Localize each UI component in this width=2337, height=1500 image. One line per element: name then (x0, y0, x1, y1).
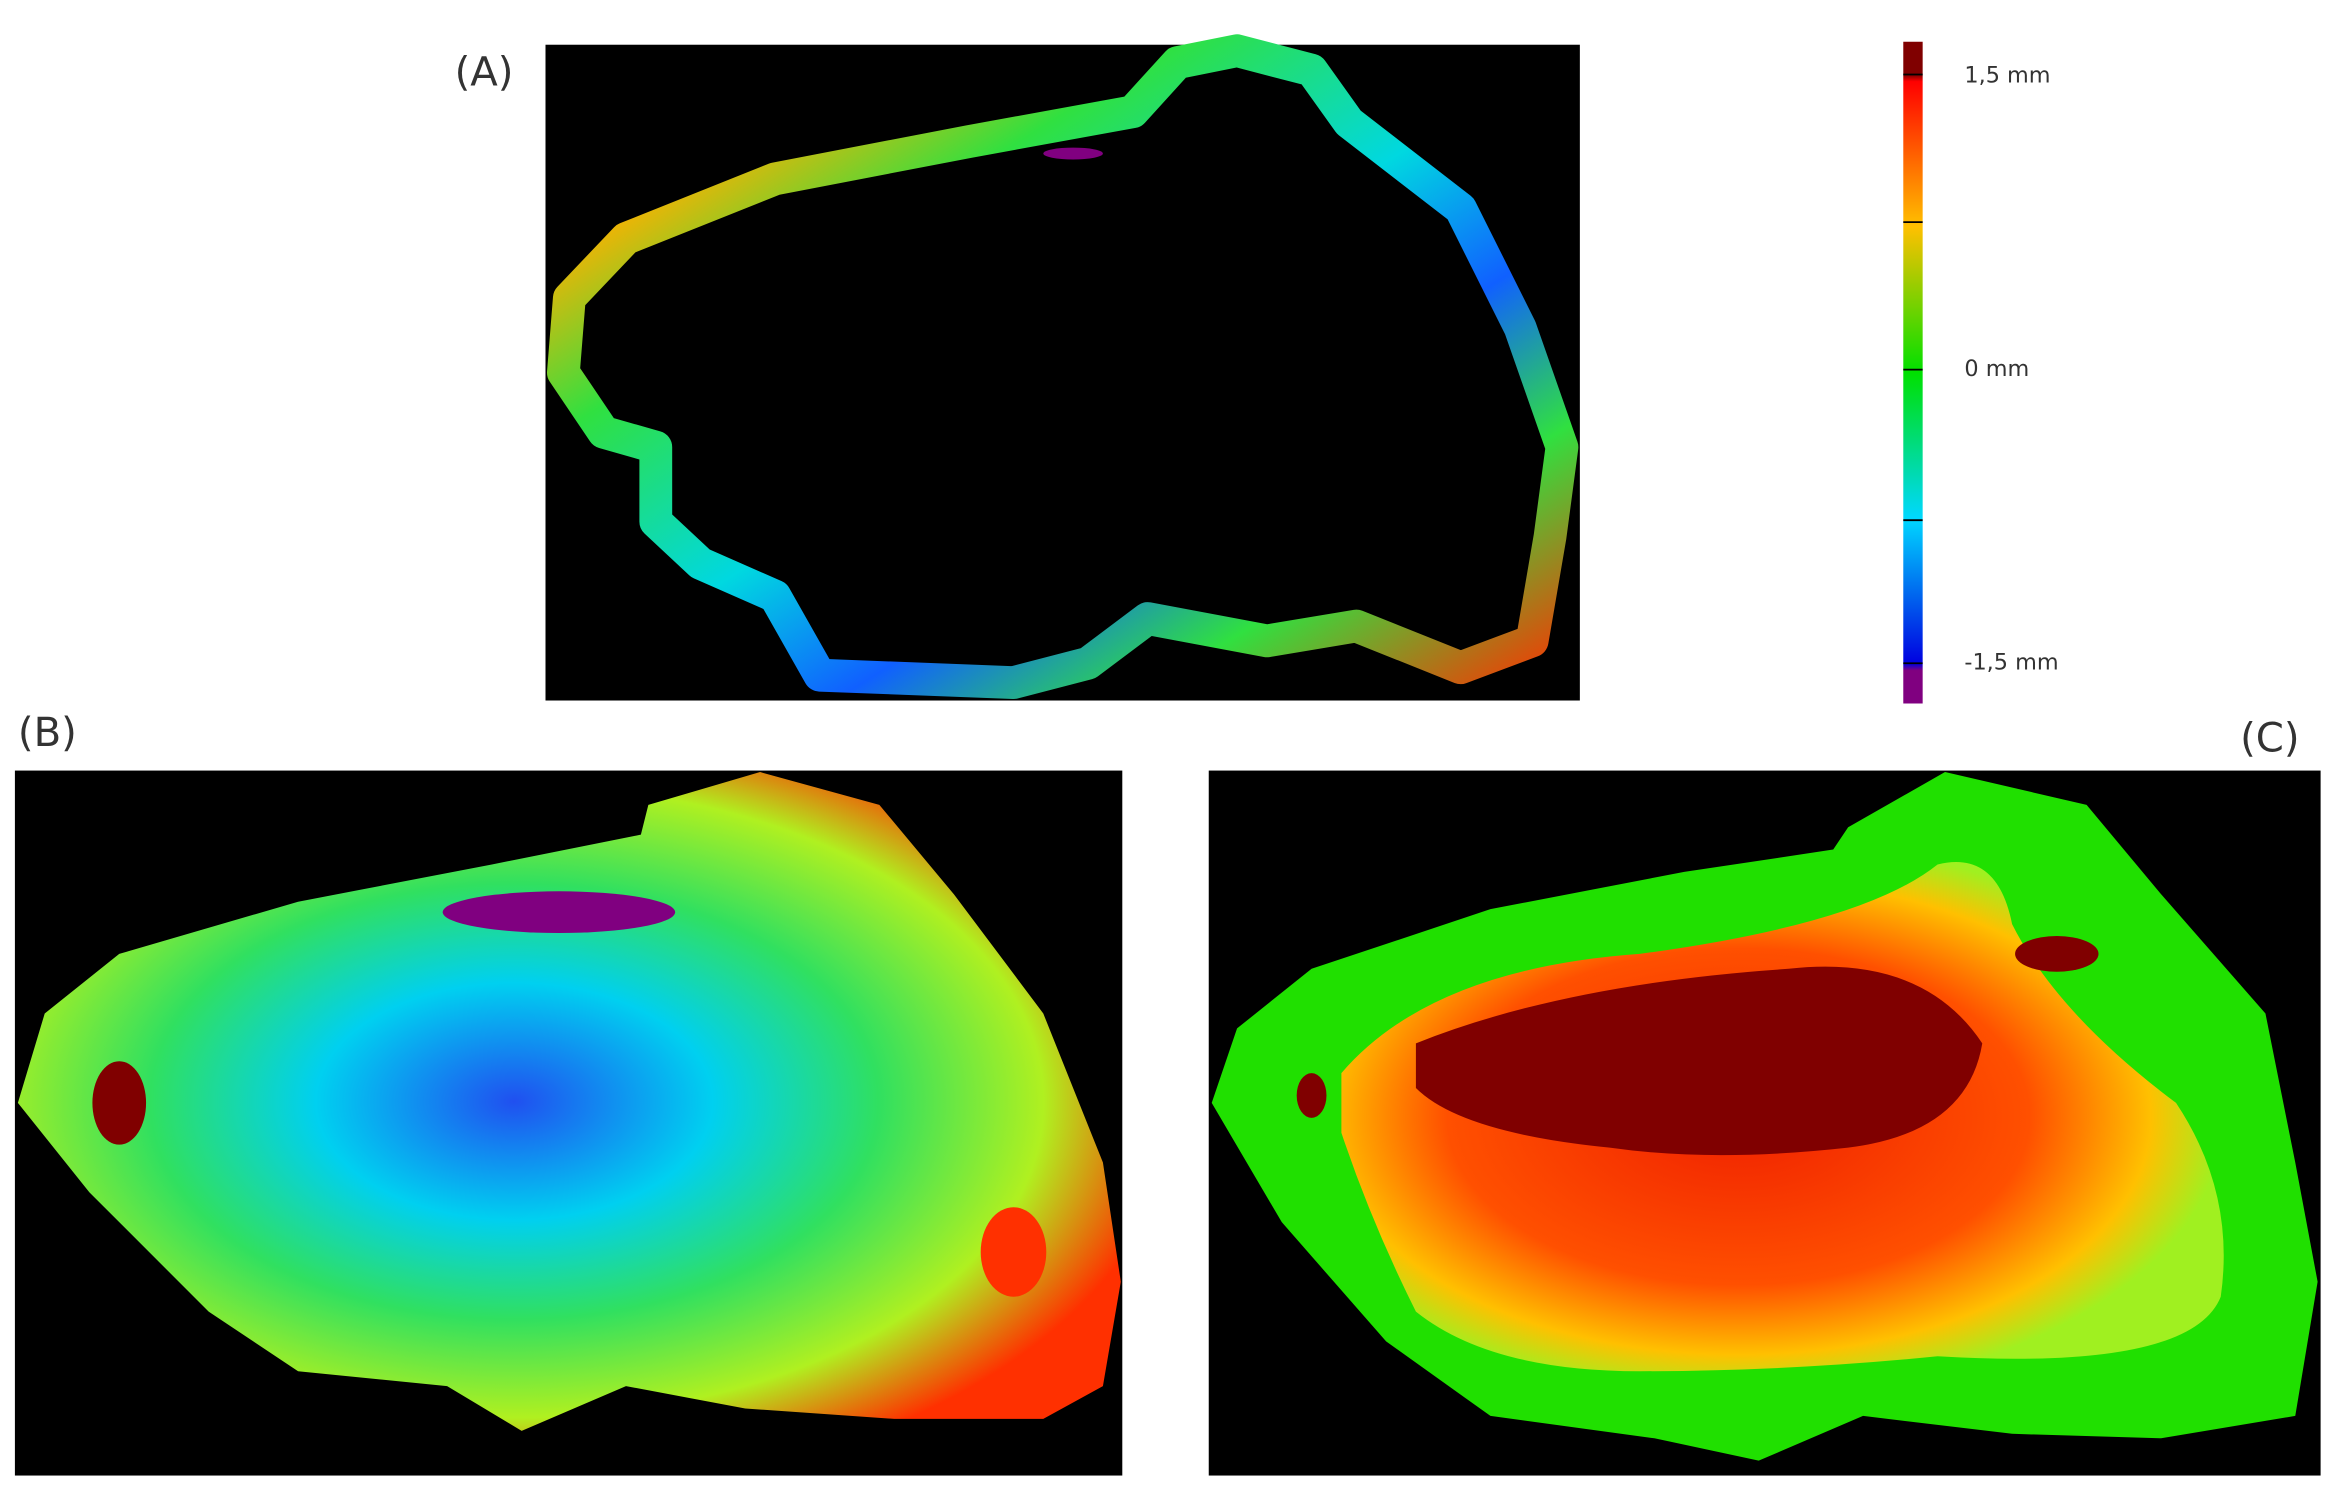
panel-a-ring (546, 34, 1579, 700)
panel-c-spot (1415, 966, 1983, 1156)
panel-label: (B) (18, 710, 77, 756)
panel-b-spot (92, 1061, 147, 1145)
panel-label: (A) (455, 50, 514, 96)
panel-a-spot (1043, 147, 1103, 160)
panel-b-map (17, 772, 1121, 1431)
colorbar-ticks (1903, 73, 1923, 665)
panel-b-spot (442, 891, 676, 934)
panel-a-background (545, 44, 1580, 701)
colorbar-label: 0 mm (1964, 356, 2029, 382)
panel-label: (C) (2240, 716, 2300, 762)
colorbar-label: -1,5 mm (1964, 650, 2058, 676)
panel-b-spot (980, 1207, 1047, 1297)
colorbar-label: 1,5 mm (1964, 63, 2050, 89)
colorbar (1903, 41, 1923, 704)
panel-c-spot (1296, 1073, 1327, 1118)
panel-c-spot (2015, 936, 2099, 972)
